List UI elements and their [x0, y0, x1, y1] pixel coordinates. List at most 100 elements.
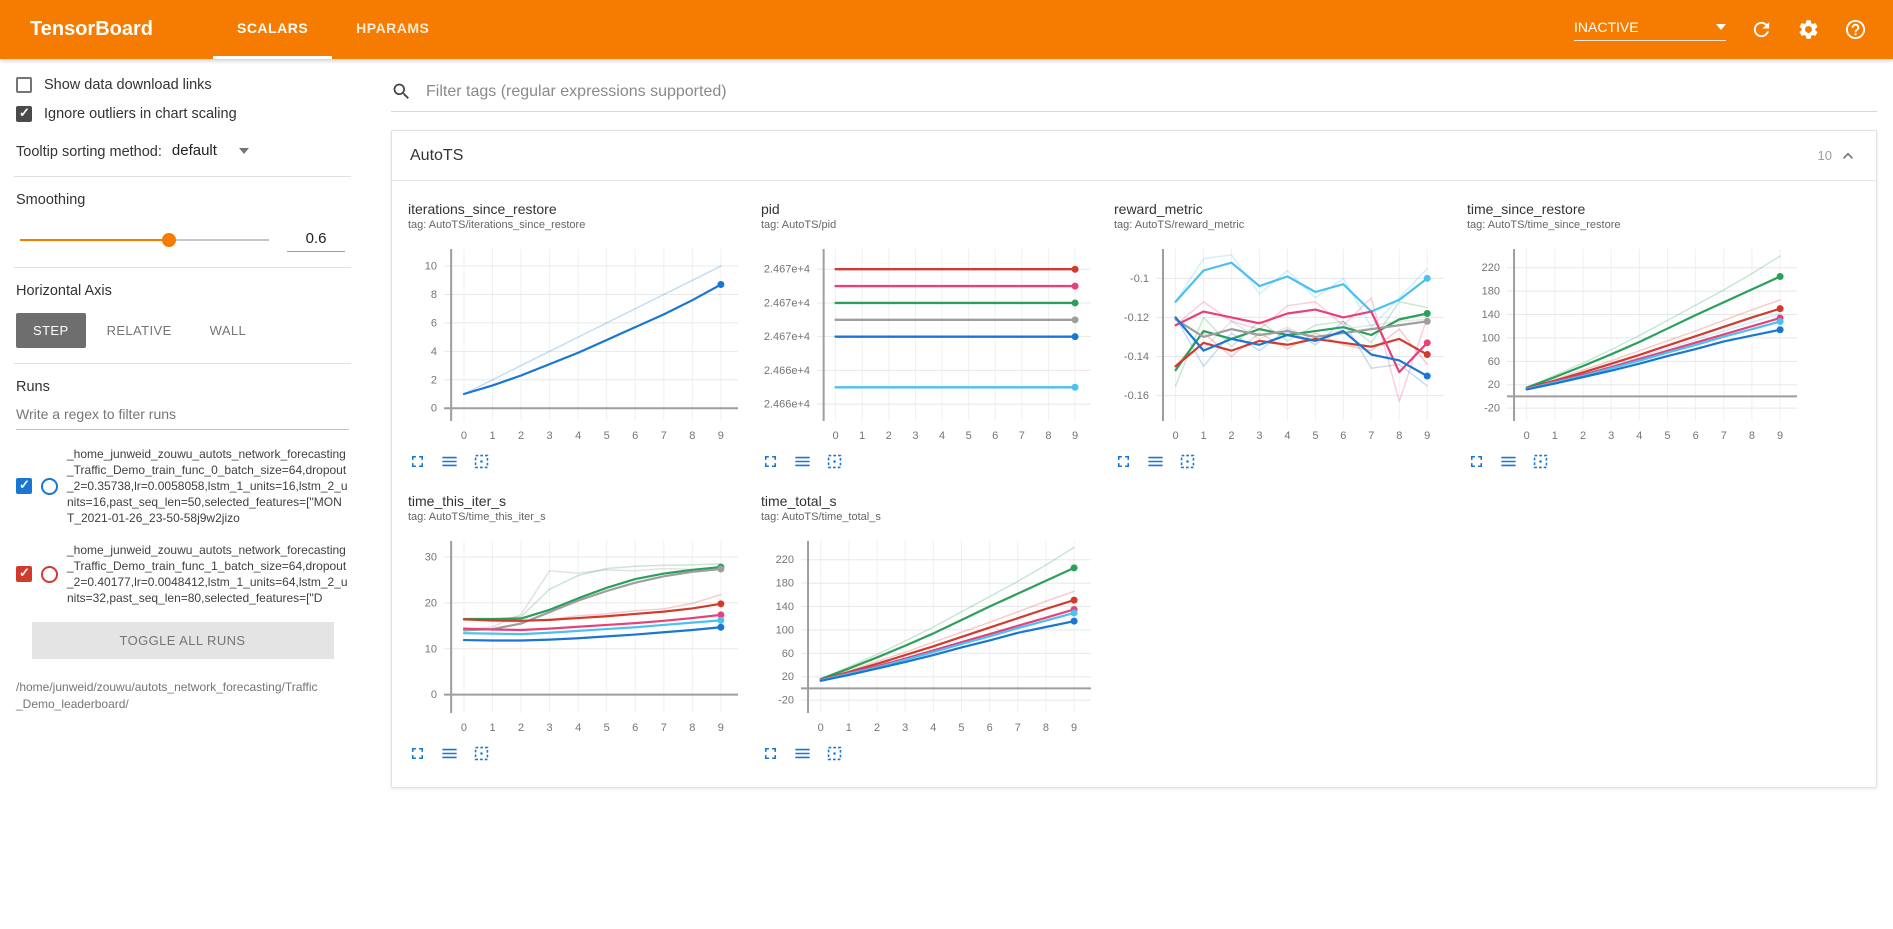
fit-domain-icon[interactable] [825, 744, 844, 763]
data-status-value: INACTIVE [1574, 18, 1639, 35]
smoothing-slider[interactable] [20, 233, 269, 247]
filter-tags-input[interactable] [424, 81, 1877, 102]
line-chart[interactable]: 0 1 2 3 4 5 6 7 8 9 -20 20 60 100 140 180 220 [757, 529, 1110, 739]
expand-chart-icon[interactable] [408, 744, 427, 763]
search-icon [391, 81, 412, 102]
chart-toolbar [1110, 447, 1463, 471]
smoothing-value-input[interactable]: 0.6 [287, 228, 345, 252]
section-header[interactable]: AutoTS 10 [392, 131, 1876, 181]
axis-option-relative[interactable]: RELATIVE [90, 313, 189, 348]
svg-text:0: 0 [431, 689, 437, 701]
svg-text:7: 7 [1019, 430, 1025, 442]
run-checkbox[interactable] [16, 477, 32, 494]
chart-menu-icon[interactable] [793, 744, 812, 763]
run-radio[interactable] [41, 565, 58, 583]
expand-chart-icon[interactable] [761, 452, 780, 471]
svg-text:4: 4 [930, 722, 936, 734]
horizontal-axis-buttons: STEP RELATIVE WALL [16, 313, 349, 348]
svg-text:8: 8 [1045, 430, 1051, 442]
svg-text:-0.1: -0.1 [1130, 273, 1149, 285]
svg-text:0: 0 [461, 430, 467, 442]
expand-chart-icon[interactable] [761, 744, 780, 763]
ignore-outliers-checkbox[interactable]: Ignore outliers in chart scaling [16, 105, 349, 122]
svg-text:2: 2 [886, 430, 892, 442]
svg-text:1: 1 [1552, 430, 1558, 442]
expand-chart-icon[interactable] [408, 452, 427, 471]
scalars-dashboard: AutoTS 10 iterations_since_restore tag: … [365, 59, 1893, 929]
svg-text:140: 140 [1482, 309, 1500, 321]
axis-option-step[interactable]: STEP [16, 313, 86, 348]
svg-text:3: 3 [912, 430, 918, 442]
svg-text:4: 4 [939, 430, 945, 442]
svg-text:9: 9 [1777, 430, 1783, 442]
svg-text:3: 3 [547, 430, 553, 442]
svg-text:0: 0 [461, 722, 467, 734]
svg-text:0: 0 [1524, 430, 1530, 442]
svg-text:3: 3 [547, 722, 553, 734]
tab-hparams[interactable]: HPARAMS [356, 20, 430, 36]
chart-tag: tag: AutoTS/time_this_iter_s [408, 511, 546, 523]
main-tabs: SCALARS HPARAMS [212, 0, 453, 59]
svg-text:3: 3 [1608, 430, 1614, 442]
svg-text:0: 0 [833, 430, 839, 442]
fit-domain-icon[interactable] [472, 744, 491, 763]
svg-text:20: 20 [782, 671, 794, 683]
line-chart[interactable]: 0 1 2 3 4 5 6 7 8 9 0 2 4 6 8 10 [404, 237, 757, 447]
run-checkbox[interactable] [16, 565, 32, 582]
svg-text:60: 60 [1488, 356, 1500, 368]
svg-text:7: 7 [661, 430, 667, 442]
line-chart[interactable]: 0 1 2 3 4 5 6 7 8 9 2.467e+4 2.467e+4 2.467e+4 2.466e… [757, 237, 1110, 447]
collapse-section-icon[interactable] [1838, 146, 1858, 166]
fit-domain-icon[interactable] [1178, 452, 1197, 471]
run-name: _home_junweid_zouwu_autots_network_forec… [67, 543, 348, 605]
svg-text:7: 7 [661, 722, 667, 734]
svg-text:2: 2 [518, 430, 524, 442]
tab-scalars[interactable]: SCALARS [212, 0, 333, 59]
chart-menu-icon[interactable] [1146, 452, 1165, 471]
slider-fill [20, 239, 170, 241]
line-chart[interactable]: 0 1 2 3 4 5 6 7 8 9 -20 20 60 100 140 180 220 [1463, 237, 1816, 447]
runs-base-path: /home/junweid/zouwu/autots_network_forec… [16, 680, 318, 711]
chart-toolbar [404, 447, 757, 471]
line-chart[interactable]: 0 1 2 3 4 5 6 7 8 9 -0.1 -0.12 -0.14 -0.16 [1110, 237, 1463, 447]
help-button[interactable] [1844, 18, 1867, 41]
svg-text:-20: -20 [1484, 403, 1500, 415]
svg-text:7: 7 [1015, 722, 1021, 734]
chart-menu-icon[interactable] [440, 452, 459, 471]
line-chart[interactable]: 0 1 2 3 4 5 6 7 8 9 0 10 20 30 [404, 529, 757, 739]
chart-menu-icon[interactable] [1499, 452, 1518, 471]
svg-text:1: 1 [1200, 430, 1206, 442]
scalar-chart-card: pid tag: AutoTS/pid 0 1 2 3 4 5 6 7 8 9 2.467e+4 2.… [757, 193, 1110, 471]
svg-text:0: 0 [1173, 430, 1179, 442]
svg-text:6: 6 [1340, 430, 1346, 442]
toggle-all-runs-button[interactable]: TOGGLE ALL RUNS [31, 622, 334, 659]
svg-text:6: 6 [431, 317, 437, 329]
chart-menu-icon[interactable] [793, 452, 812, 471]
expand-chart-icon[interactable] [1467, 452, 1486, 471]
fit-domain-icon[interactable] [472, 452, 491, 471]
svg-text:8: 8 [1749, 430, 1755, 442]
scalar-chart-card: reward_metric tag: AutoTS/reward_metric … [1110, 193, 1463, 471]
refresh-button[interactable] [1750, 18, 1773, 41]
svg-text:60: 60 [782, 648, 794, 660]
settings-button[interactable] [1797, 18, 1820, 41]
run-radio[interactable] [41, 477, 58, 495]
run-item: _home_junweid_zouwu_autots_network_forec… [16, 542, 349, 606]
divider [14, 267, 351, 268]
tooltip-sorting-dropdown[interactable]: default [172, 142, 249, 161]
svg-text:20: 20 [425, 597, 437, 609]
axis-option-wall[interactable]: WALL [193, 313, 264, 348]
runs-filter-input[interactable] [16, 399, 349, 430]
data-status-select[interactable]: INACTIVE [1574, 19, 1726, 41]
svg-text:9: 9 [718, 722, 724, 734]
checkbox-label: Show data download links [44, 77, 212, 93]
svg-text:4: 4 [1284, 430, 1290, 442]
caret-down-icon [238, 147, 249, 154]
slider-knob[interactable] [162, 233, 177, 247]
chart-menu-icon[interactable] [440, 744, 459, 763]
fit-domain-icon[interactable] [1531, 452, 1550, 471]
checkbox-label: Ignore outliers in chart scaling [44, 106, 237, 122]
show-download-links-checkbox[interactable]: Show data download links [16, 77, 349, 93]
expand-chart-icon[interactable] [1114, 452, 1133, 471]
fit-domain-icon[interactable] [825, 452, 844, 471]
